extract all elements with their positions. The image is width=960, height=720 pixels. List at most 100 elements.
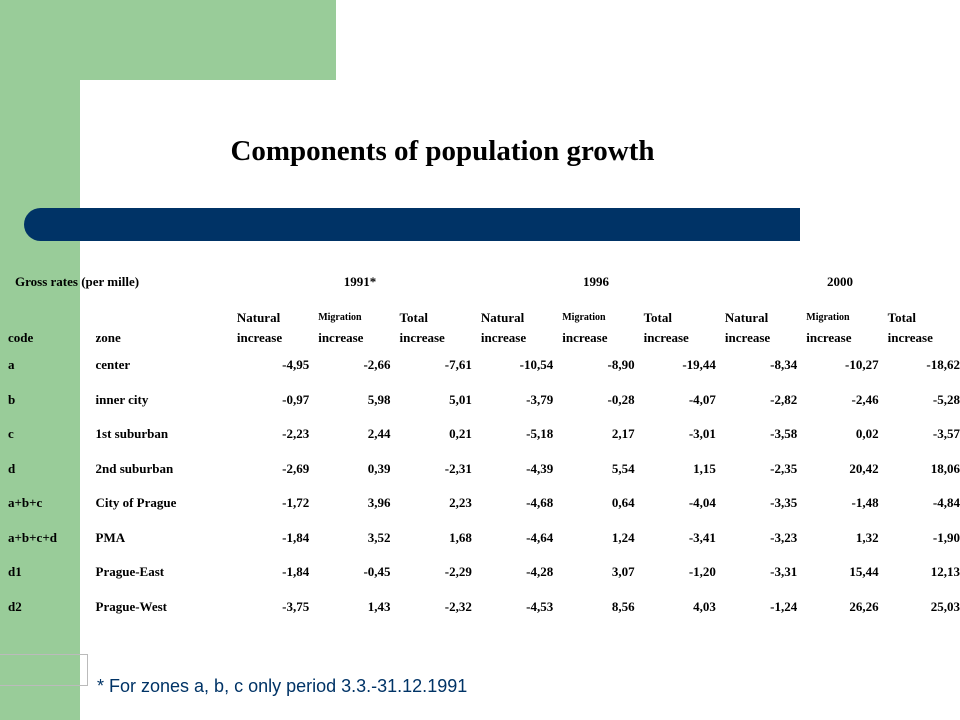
row-value: -3,23 — [770, 529, 798, 545]
row-value: -4,64 — [526, 529, 554, 545]
row-value: -2,82 — [770, 391, 798, 407]
row-code: b — [8, 391, 16, 407]
row-zone: Prague-West — [95, 598, 167, 614]
column-header-row: code zone Natural increase Migration incre… — [8, 306, 960, 348]
row-value: -3,31 — [770, 564, 798, 579]
year-header-2000: 2000 — [827, 274, 853, 289]
table-row: b inner city -0,97 5,98 5,01 -3,79 -0,28 -4,07 -… — [8, 383, 960, 418]
row-value: -7,61 — [444, 357, 472, 372]
row-value: -4,07 — [688, 391, 716, 407]
table-row: d 2nd suburban -2,69 0,39 -2,31 -4,39 5,54 1,15… — [8, 452, 960, 487]
row-value: -10,54 — [519, 357, 554, 372]
year-header-1996: 1996 — [583, 274, 609, 289]
row-value: -2,46 — [851, 391, 879, 407]
row-value: -18,62 — [926, 357, 960, 372]
row-value: 5,01 — [449, 391, 472, 407]
row-value: 1,24 — [611, 529, 635, 545]
row-value: -8,34 — [770, 357, 798, 372]
row-value: 3,07 — [611, 564, 635, 579]
row-value: 5,54 — [611, 460, 635, 476]
row-code: d2 — [8, 598, 22, 614]
row-value: -1,84 — [282, 564, 310, 579]
row-value: 18,06 — [930, 460, 960, 476]
row-value: 0,02 — [855, 426, 879, 441]
table-row: c 1st suburban -2,23 2,44 0,21 -5,18 2,17 -3,01… — [8, 417, 960, 452]
row-value: 4,03 — [693, 598, 716, 614]
row-value: 0,39 — [367, 460, 391, 476]
row-value: -4,95 — [282, 357, 310, 372]
row-value: -1,48 — [851, 495, 879, 510]
row-value: -1,24 — [770, 598, 798, 614]
row-value: -2,23 — [282, 426, 310, 441]
title-underline-bar — [24, 208, 800, 241]
rounded-corner — [80, 80, 200, 200]
row-value: -4,84 — [932, 495, 960, 510]
row-value: -0,28 — [607, 391, 635, 407]
row-value: 0,21 — [449, 426, 472, 441]
row-value: -4,28 — [526, 564, 554, 579]
row-value: -3,01 — [688, 426, 716, 441]
row-value: -1,90 — [932, 529, 960, 545]
row-value: -8,90 — [607, 357, 635, 372]
row-value: 1,32 — [855, 529, 879, 545]
slide-title: Components of population growth — [230, 135, 655, 167]
row-value: -2,69 — [282, 460, 310, 476]
table-row: a center -4,95 -2,66 -7,61 -10,54 -8,90 -19,44 -… — [8, 348, 960, 383]
row-value: -2,32 — [444, 598, 472, 614]
table-caption: Gross rates (per mille) — [15, 274, 140, 289]
row-code: d1 — [8, 564, 22, 579]
row-value: -3,41 — [688, 529, 716, 545]
row-value: 2,23 — [449, 495, 472, 510]
row-zone: center — [95, 357, 131, 372]
table-row: a+b+c+d PMA -1,84 3,52 1,68 -4,64 1,24 -3,41 -3,… — [8, 521, 960, 556]
col-total-1996: Total increase — [643, 310, 689, 345]
table-body: a center -4,95 -2,66 -7,61 -10,54 -8,90 -19,44 -… — [8, 348, 960, 624]
row-value: -2,35 — [770, 460, 798, 476]
row-value: -4,04 — [688, 495, 716, 510]
table-row: a+b+c City of Prague -1,72 3,96 2,23 -4,68 0,6… — [8, 486, 960, 521]
row-value: -1,72 — [282, 495, 310, 510]
row-code: a+b+c — [8, 495, 43, 510]
row-value: 25,03 — [930, 598, 960, 614]
row-value: -1,20 — [688, 564, 716, 579]
col-migration-1996: Migration increase — [562, 312, 608, 345]
table-row: d2 Prague-West -3,75 1,43 -2,32 -4,53 8,56 4,03… — [8, 590, 960, 625]
row-value: 12,13 — [930, 564, 960, 579]
row-code: c — [8, 426, 14, 441]
row-value: 1,15 — [693, 460, 716, 476]
row-zone: Prague-East — [95, 564, 165, 579]
row-value: 2,44 — [367, 426, 391, 441]
row-value: -5,18 — [526, 426, 554, 441]
col-migration-2000: Migration increase — [806, 312, 852, 345]
row-code: a+b+c+d — [8, 529, 57, 545]
row-value: 3,96 — [367, 495, 391, 510]
row-zone: PMA — [95, 529, 126, 545]
col-migration-1991: Migration increase — [318, 312, 364, 345]
row-value: -3,57 — [932, 426, 960, 441]
row-value: -19,44 — [682, 357, 716, 372]
row-value: -3,35 — [770, 495, 798, 510]
col-zone: zone — [95, 330, 121, 345]
row-value: -3,79 — [526, 391, 554, 407]
row-value: 15,44 — [849, 564, 879, 579]
col-total-2000: Total increase — [887, 310, 933, 345]
row-zone: 2nd suburban — [95, 460, 174, 476]
year-header-1991: 1991* — [343, 274, 377, 289]
table-row: d1 Prague-East -1,84 -0,45 -2,29 -4,28 3,07 -1,… — [8, 555, 960, 590]
row-value: -4,68 — [526, 495, 554, 510]
green-left-band — [0, 0, 80, 720]
row-value: -0,45 — [363, 564, 391, 579]
row-code: a — [8, 357, 15, 372]
row-value: 26,26 — [849, 598, 879, 614]
footnote-frame — [0, 654, 88, 686]
col-total-1991: Total increase — [399, 310, 445, 345]
row-value: -3,58 — [770, 426, 798, 441]
row-value: -0,97 — [282, 391, 310, 407]
row-value: 3,52 — [367, 529, 391, 545]
col-code: code — [8, 330, 34, 345]
row-value: 1,43 — [367, 598, 391, 614]
row-code: d — [8, 460, 16, 476]
row-value: 2,17 — [611, 426, 635, 441]
row-value: -10,27 — [845, 357, 879, 372]
row-value: -4,53 — [526, 598, 554, 614]
